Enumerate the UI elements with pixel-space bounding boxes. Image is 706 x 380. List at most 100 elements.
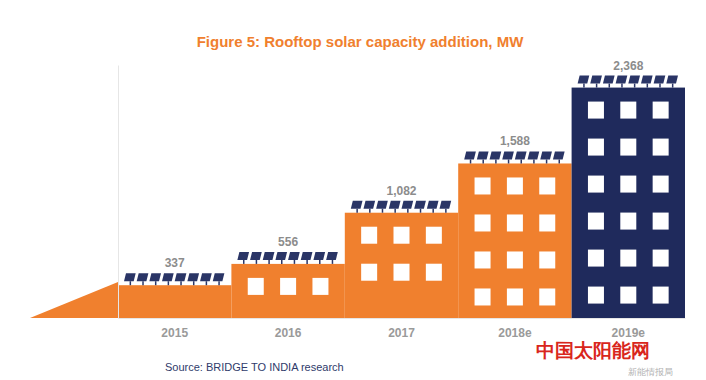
panel-leg [332,260,334,264]
panel-leg [155,281,157,285]
window [507,214,523,231]
data-label: 337 [165,256,185,270]
window [620,176,636,193]
solar-panel [654,76,666,84]
solar-panel [313,252,325,260]
watermark-small: 新能情报局 [628,367,673,377]
panel-leg [596,84,598,88]
window [475,177,491,194]
solar-panel [641,76,653,84]
panel-leg [659,84,661,88]
data-label: 556 [278,235,298,249]
bar [118,285,231,318]
solar-panel [376,201,388,209]
window [539,251,555,268]
solar-panel [666,76,678,84]
window [620,287,636,304]
panel-leg [672,84,674,88]
solar-panel [187,273,199,281]
window [653,176,669,193]
y-axis-line [118,66,119,319]
solar-panel [389,201,401,209]
window [394,227,410,244]
panel-leg [533,159,535,163]
x-tick: 2017 [388,318,415,340]
solar-panel [515,151,527,159]
panel-leg [407,209,409,213]
solar-panel [149,273,161,281]
bar [345,213,458,318]
x-tick-label: 2018e [498,326,532,340]
x-tick: 2019e [612,318,646,340]
x-axis: 2015 2016 2017 2018e 2019e [119,318,686,340]
solar-panel [351,201,363,209]
x-axis-line [119,318,686,319]
solar-panel [237,252,249,260]
window [361,227,377,244]
solar-panel [414,201,426,209]
solar-panel [137,273,149,281]
solar-panel [464,151,476,159]
panel-leg [482,159,484,163]
window [394,264,410,281]
x-tick-label: 2016 [275,326,302,340]
solar-panel [213,273,225,281]
window [620,213,636,230]
y-axis [118,66,119,319]
panel-leg [319,260,321,264]
window [653,213,669,230]
watermark: 中国太阳能网 [536,339,650,361]
panel-leg [634,84,636,88]
x-tick: 2016 [275,318,302,340]
panels [124,76,678,286]
panel-leg [218,281,220,285]
solar-panel [427,201,439,209]
plot-area [118,88,685,318]
solar-panel [402,201,414,209]
panel-leg [268,260,270,264]
x-tick: 2018e [498,318,532,340]
window [620,139,636,156]
panel-leg [193,281,195,285]
panel-leg [470,159,472,163]
window [620,102,636,119]
panel-leg [243,260,245,264]
panel-leg [142,281,144,285]
window [588,139,604,156]
window [620,250,636,267]
panel-leg [559,159,561,163]
chart: Figure 5: Rooftop solar capacity additio… [0,0,706,380]
solar-panel [603,76,615,84]
panel-leg [356,209,358,213]
x-tick: 2015 [161,318,188,340]
window [588,176,604,193]
panel-leg [369,209,371,213]
panel-leg [168,281,170,285]
panel-leg [382,209,384,213]
window [507,251,523,268]
solar-panel [616,76,628,84]
window [539,177,555,194]
solar-panel [590,76,602,84]
window [507,288,523,305]
solar-panel [490,151,502,159]
solar-panel [175,273,187,281]
panel-leg [180,281,182,285]
window [539,214,555,231]
window [248,278,264,295]
panel-leg [306,260,308,264]
bar [231,264,344,318]
ramp [30,282,118,318]
window [475,251,491,268]
title: Figure 5: Rooftop solar capacity additio… [197,33,525,50]
window [361,264,377,281]
window [588,102,604,119]
source-note: Source: BRIDGE TO INDIA research [165,361,344,373]
panel-leg [445,209,447,213]
bar [572,88,685,318]
panel-leg [394,209,396,213]
window [280,278,296,295]
panel-leg [420,209,422,213]
solar-panel [326,252,338,260]
panel-leg [647,84,649,88]
